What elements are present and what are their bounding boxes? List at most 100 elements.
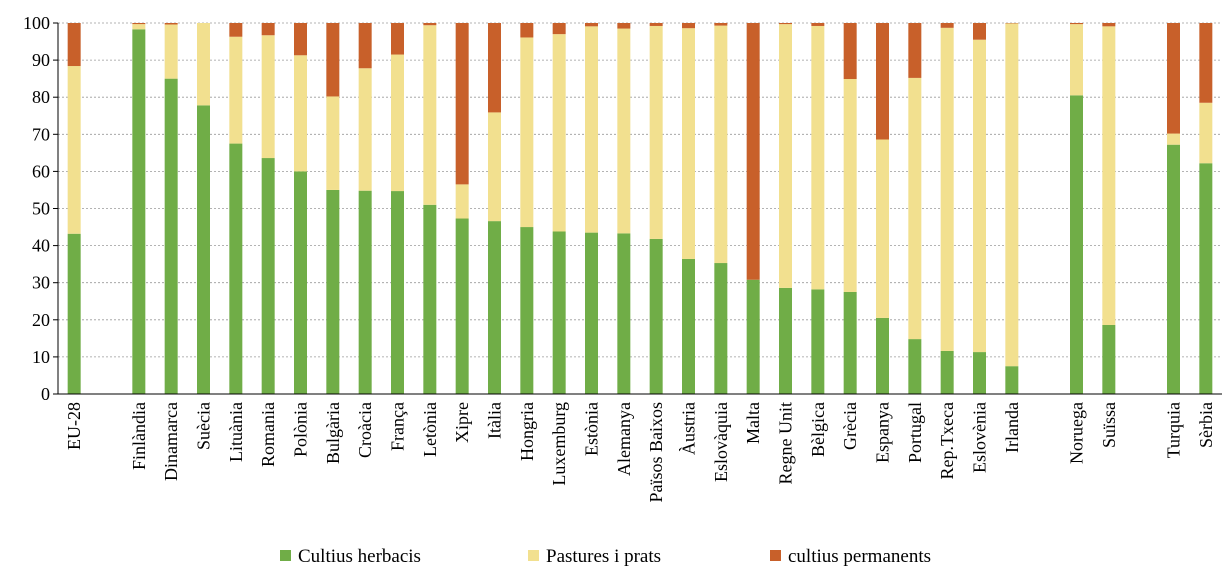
bar-segment-3 (132, 23, 146, 25)
bar-segment-2 (229, 36, 243, 144)
bar-segment-1 (1005, 366, 1019, 394)
y-axis-tick-labels: 0 10 20 30 40 50 60 70 80 90 100 (23, 13, 50, 404)
bar-segment-2 (488, 112, 501, 222)
bar-segment-2 (940, 27, 954, 351)
x-tick-label: Xipre (452, 402, 472, 443)
x-tick-label: Països Baixos (646, 402, 666, 503)
legend-swatch (528, 550, 539, 561)
bar-segment-1 (391, 191, 404, 394)
bar-segment-3 (358, 23, 372, 69)
bar-segment-3 (520, 23, 534, 38)
bar-segment-1 (682, 258, 695, 394)
bar-segment-2 (876, 139, 889, 318)
bar-segment-1 (326, 189, 340, 394)
legend-swatch (280, 550, 291, 561)
bar-segment-2 (423, 25, 437, 205)
x-tick-label: Lituània (226, 402, 246, 462)
bar-segment-3 (67, 23, 81, 67)
legend: Cultius herbacis Pastures i prats cultius … (280, 546, 931, 567)
x-tick-label: Alemanya (614, 402, 634, 476)
bar-segment-3 (423, 23, 437, 26)
bar-segment-1 (488, 221, 501, 394)
bar-segment-3 (649, 23, 663, 26)
bar-segment-2 (1102, 26, 1116, 325)
bar-segment-3 (1167, 23, 1180, 134)
x-tick-label: Finlàndia (129, 402, 149, 470)
bar-segment-1 (973, 352, 986, 394)
bar-segment-1 (164, 78, 178, 395)
bar-segment-3 (811, 23, 825, 26)
x-tick-label: Polònia (291, 402, 311, 457)
bar-segment-3 (294, 23, 307, 56)
legend-swatch (770, 550, 781, 561)
bar-segment-3 (1102, 23, 1116, 27)
bar-segment-2 (843, 79, 857, 292)
legend-label: Pastures i prats (546, 546, 661, 567)
bar-segment-2 (973, 39, 986, 353)
bar-segment-1 (1199, 163, 1213, 394)
bar-segment-3 (876, 23, 889, 140)
bar-segment-1 (294, 171, 307, 394)
bar-segment-2 (197, 23, 210, 106)
x-tick-label: Dinamarca (161, 402, 181, 481)
bar-segment-3 (585, 23, 598, 27)
y-tick-label: 90 (32, 50, 50, 70)
bar-segment-3 (746, 23, 760, 280)
bar-segment-3 (488, 23, 501, 113)
x-tick-label: Luxemburg (549, 402, 569, 486)
y-tick-label: 0 (41, 384, 50, 404)
y-tick-label: 100 (23, 13, 50, 33)
x-tick-label: Sèrbia (1196, 402, 1216, 448)
bar-segment-1 (455, 218, 469, 394)
x-tick-label: Portugal (905, 402, 925, 463)
bar-segment-3 (261, 23, 275, 36)
bar-segment-2 (1070, 24, 1083, 96)
y-tick-label: 80 (32, 87, 50, 107)
legend-label: cultius permanents (788, 546, 931, 567)
bar-segment-2 (520, 37, 534, 228)
bar-segment-2 (294, 55, 307, 172)
bar-segment-2 (811, 25, 825, 290)
bar-segment-1 (746, 279, 760, 394)
bar-segment-1 (617, 233, 631, 394)
bar-segment-1 (552, 231, 566, 394)
bar-segment-2 (1167, 133, 1180, 145)
gridlines (58, 22, 1222, 358)
y-tick-label: 70 (32, 124, 50, 144)
x-tick-label: Àustria (678, 402, 699, 455)
bar-segment-2 (164, 24, 178, 79)
x-tick-label: Croàcia (355, 402, 375, 458)
y-tick-label: 50 (32, 199, 50, 219)
bar-segment-1 (520, 227, 534, 394)
bar-segment-3 (455, 23, 469, 185)
bars (67, 23, 1213, 395)
x-tick-label: Letònia (420, 402, 440, 457)
bar-segment-2 (391, 54, 404, 192)
x-tick-label: Estònia (582, 402, 602, 456)
bar-segment-1 (779, 287, 792, 394)
x-tick-label: Grècia (840, 402, 860, 450)
x-tick-label: Irlanda (1002, 402, 1022, 453)
bar-segment-3 (940, 23, 954, 28)
bar-segment-1 (1102, 324, 1116, 394)
bar-segment-3 (617, 23, 631, 29)
bar-segment-1 (67, 233, 81, 394)
x-axis-tick-labels: EU-28 Finlàndia Dinamarca Suècia Lituània Rom… (64, 402, 1216, 503)
y-tick-label: 30 (32, 273, 50, 293)
bar-segment-3 (391, 23, 404, 55)
legend-label: Cultius herbacis (298, 546, 421, 567)
bar-segment-3 (682, 23, 695, 29)
x-tick-label: Romania (258, 402, 278, 467)
x-tick-label: Hongria (517, 402, 537, 461)
bar-segment-1 (229, 143, 243, 394)
axes (53, 22, 1222, 395)
bar-segment-1 (649, 238, 663, 394)
bar-segment-1 (843, 291, 857, 394)
y-tick-label: 40 (32, 236, 50, 256)
bar-segment-3 (326, 23, 340, 97)
bar-segment-1 (261, 158, 275, 394)
x-tick-label: Malta (743, 402, 763, 444)
bar-segment-3 (1199, 23, 1213, 103)
x-tick-label: Eslovènia (970, 402, 990, 473)
